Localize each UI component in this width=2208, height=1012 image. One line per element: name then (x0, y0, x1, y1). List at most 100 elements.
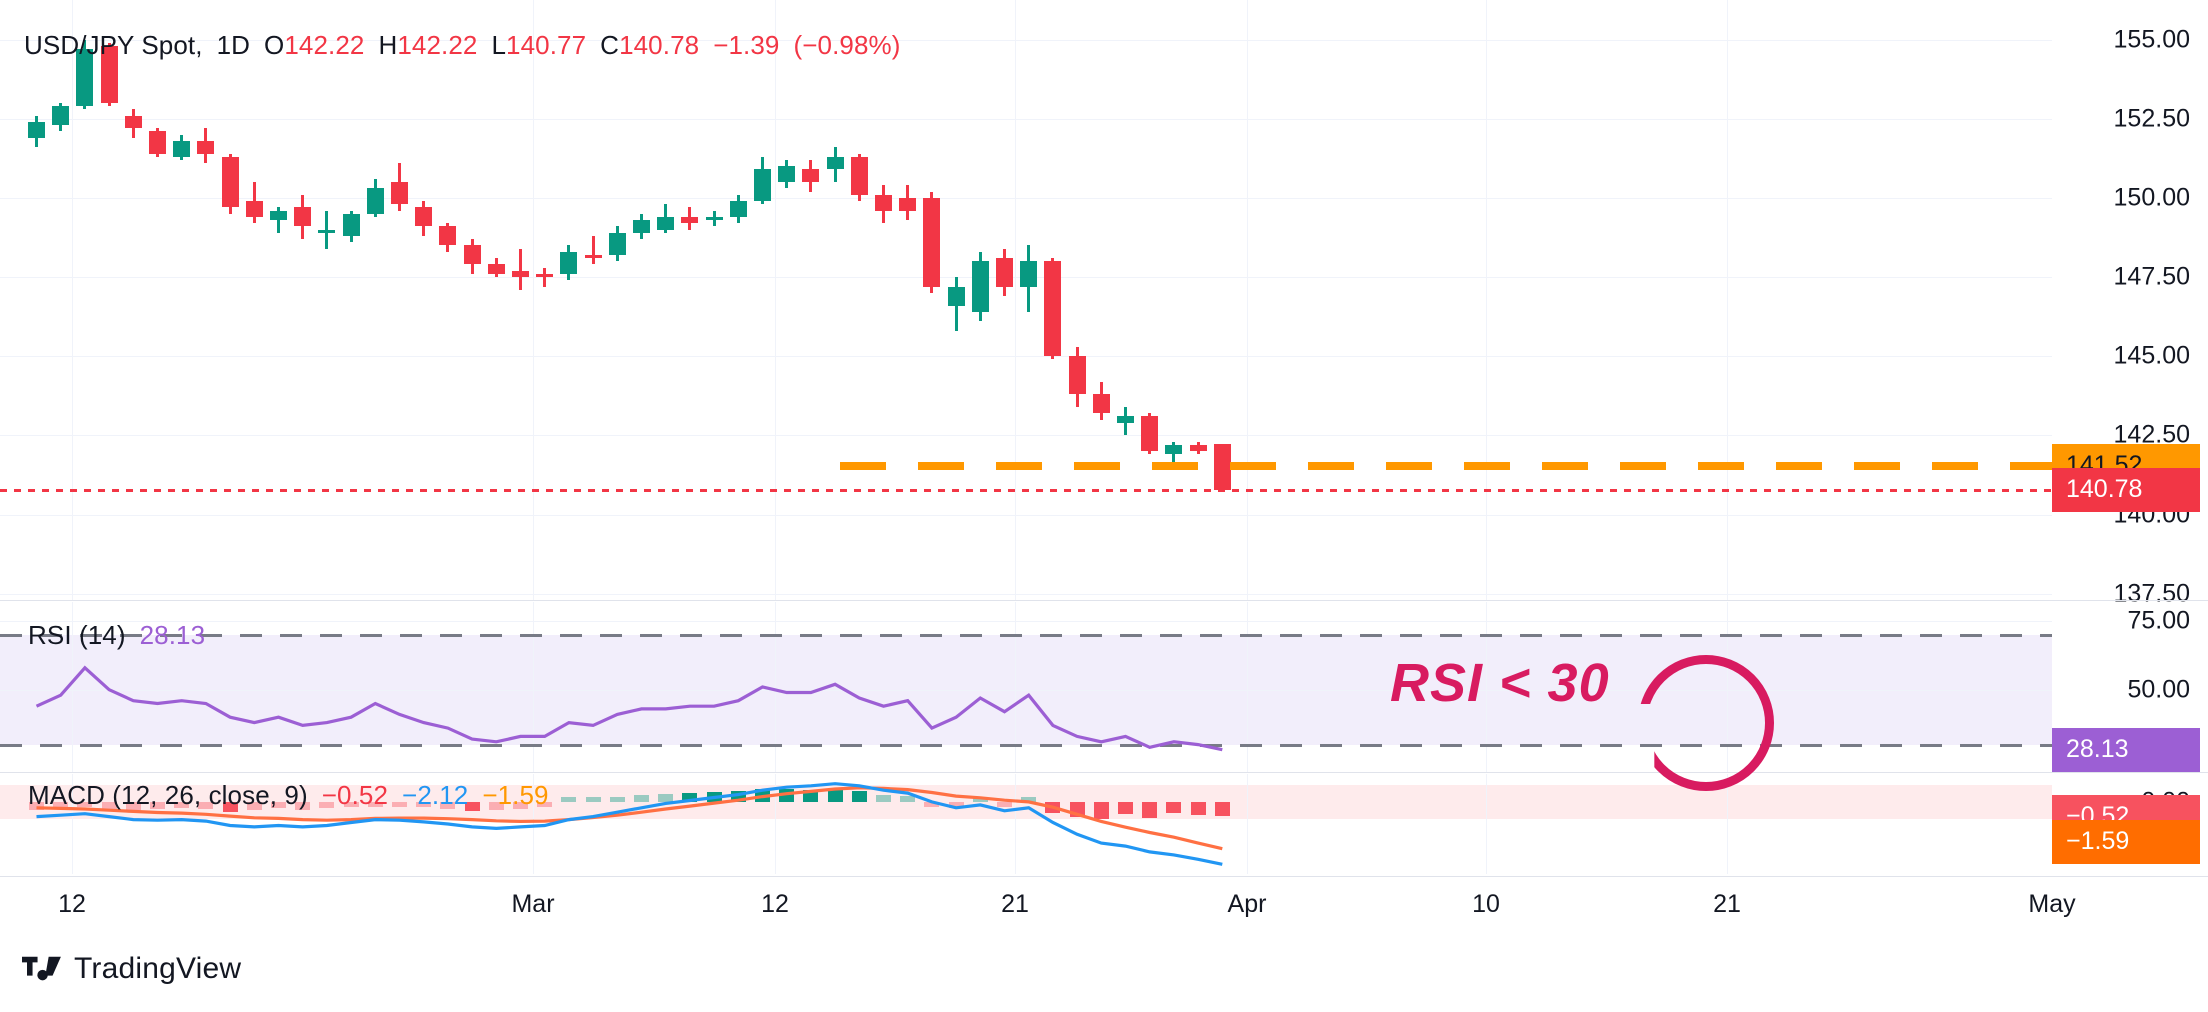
candle-body (124, 115, 142, 129)
candle-body (560, 251, 578, 274)
candle-body (608, 232, 626, 255)
macd-histogram-bar (609, 796, 625, 802)
macd-lines (36, 782, 1223, 866)
time-gridline (72, 602, 73, 772)
candle-body (439, 226, 457, 246)
candle-body (1044, 261, 1062, 357)
price-legend[interactable]: USD/JPY Spot, 1D O142.22 H142.22 L140.77 C140… (24, 30, 901, 60)
macd-legend-title: MACD (12, 26, close, 9) (28, 780, 308, 810)
rsi-legend[interactable]: RSI (14) 28.13 (28, 620, 205, 651)
macd-histogram-bar (343, 801, 359, 807)
macd-pane[interactable]: 0.00−0.52−1.59 MACD (12, 26, close, 9) −0… (0, 774, 2208, 874)
candle-body (342, 213, 360, 236)
macd-histogram-bar (900, 795, 916, 802)
price-gridline (0, 118, 2052, 120)
time-gridline (1015, 602, 1016, 772)
candle-body (391, 182, 408, 205)
macd-legend-macd: −2.12 (402, 780, 469, 810)
macd-signal-badge[interactable]: −1.59 (2052, 819, 2200, 864)
price-axis-tick: 150.00 (2113, 183, 2190, 212)
rsi-axis-tick: 75.00 (2127, 606, 2190, 635)
candlestick (439, 0, 457, 600)
price-gridline (0, 197, 2052, 199)
price-plot-area[interactable] (0, 0, 2052, 600)
candle-body (584, 254, 602, 258)
time-axis-divider (0, 876, 2208, 877)
interval-label: 1D (216, 30, 251, 60)
candlestick (270, 0, 287, 600)
candlestick (415, 0, 433, 600)
macd-legend[interactable]: MACD (12, 26, close, 9) −0.52 −2.12 −1.59 (28, 780, 549, 811)
macd-histogram-bar (1093, 801, 1109, 819)
candlestick (875, 0, 892, 600)
time-axis-tick: Apr (1227, 890, 1267, 918)
macd-scale[interactable]: 0.00−0.52−1.59 (2052, 774, 2208, 874)
candle-body (729, 201, 747, 217)
macd-histogram-bar (488, 801, 504, 811)
macd-histogram-bar (997, 801, 1012, 807)
macd-plot-area[interactable] (0, 774, 2052, 874)
macd-histogram-bar (513, 801, 528, 809)
time-gridline (775, 774, 776, 874)
price-change-percent: (−0.98%) (793, 30, 901, 60)
brand-name: TradingView (74, 952, 242, 985)
time-axis-tick: 10 (1472, 890, 1500, 918)
time-scale[interactable]: 12 Mar 12 21 Apr 10 21 May (0, 876, 2208, 938)
time-gridline (1727, 774, 1728, 874)
macd-histogram-bar (150, 801, 165, 810)
macd-histogram-bar (125, 801, 141, 811)
time-gridline (1247, 602, 1248, 772)
time-axis-tick: 21 (1713, 890, 1741, 918)
rsi-axis-tick: 50.00 (2127, 675, 2190, 704)
close-value: 140.78 (619, 30, 700, 60)
price-gridline (0, 593, 2052, 595)
price-gridline (0, 39, 2052, 41)
candlestick (850, 0, 868, 600)
time-gridline (533, 774, 534, 874)
macd-histogram-bar (730, 790, 746, 802)
price-axis-tick: 145.00 (2113, 341, 2190, 370)
price-scale[interactable]: 155.00 152.50 150.00 147.50 145.00 142.50 140.… (2052, 0, 2208, 607)
candle-body (100, 45, 118, 103)
rsi-gridline (0, 621, 2052, 623)
time-gridline (1727, 0, 1728, 600)
price-axis-tick: 155.00 (2113, 25, 2190, 54)
rsi-threshold-line (0, 743, 2052, 747)
candlestick (52, 0, 70, 600)
candle-wick (277, 207, 280, 233)
macd-legend-hist: −0.52 (321, 780, 389, 810)
macd-histogram-bar (319, 801, 335, 808)
time-gridline (533, 602, 534, 772)
candlestick (633, 0, 650, 600)
macd-signal-line (36, 786, 1223, 851)
candlestick (802, 0, 820, 600)
candle-body (778, 166, 796, 183)
support-level-line[interactable] (840, 462, 2052, 471)
candle-body (681, 216, 699, 224)
macd-histogram-bar (827, 787, 843, 802)
candlestick (971, 0, 989, 600)
time-gridline (1486, 774, 1487, 874)
time-gridline (533, 0, 534, 600)
time-gridline (72, 0, 73, 600)
price-pane[interactable]: 155.00 152.50 150.00 147.50 145.00 142.50 140.… (0, 0, 2208, 607)
rsi-pane[interactable]: 75.00 50.00 28.13 RSI (14) 28.13 (0, 602, 2208, 772)
last-price-badge[interactable]: 140.78 (2052, 467, 2200, 512)
candlestick (245, 0, 263, 600)
rsi-value-badge[interactable]: 28.13 (2052, 727, 2200, 772)
candle-body (899, 197, 917, 211)
candle-body (366, 188, 384, 214)
rsi-scale[interactable]: 75.00 50.00 28.13 (2052, 602, 2208, 772)
candlestick (391, 0, 408, 600)
time-gridline (775, 602, 776, 772)
time-gridline (1247, 0, 1248, 600)
rsi-legend-title: RSI (14) (28, 620, 126, 650)
candlestick (705, 0, 723, 600)
macd-histogram-bar (222, 801, 238, 812)
tradingview-logo-icon (22, 956, 61, 981)
candlestick (221, 0, 239, 600)
candlestick (1020, 0, 1038, 600)
candlestick (1068, 0, 1086, 600)
candle-body (318, 229, 336, 233)
macd-histogram-bar (101, 801, 117, 809)
